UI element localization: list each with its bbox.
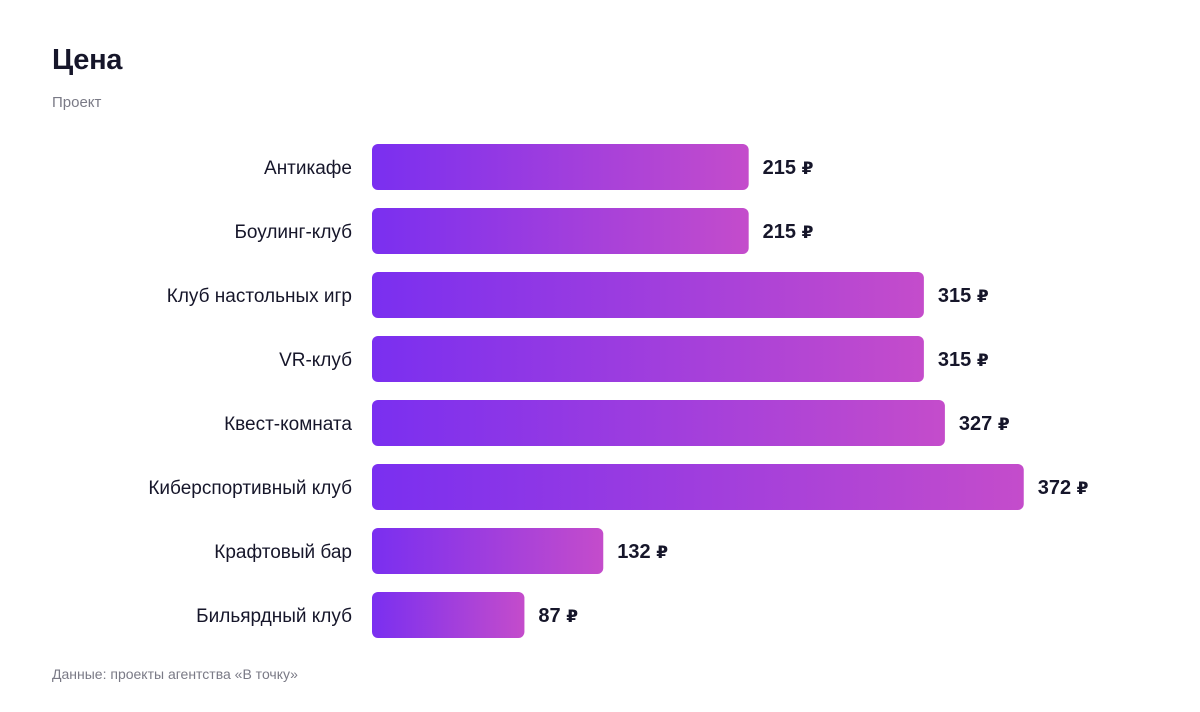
category-label: Антикафе [264,158,352,179]
bar [372,336,924,382]
chart-title: Цена [52,44,123,76]
value-label: 315 ₽ [938,349,989,371]
value-label: 215 ₽ [763,157,814,179]
category-label: Киберспортивный клуб [148,478,352,499]
category-label: Квест-комната [224,414,352,435]
bar [372,464,1024,510]
value-label: 327 ₽ [959,413,1010,435]
bar [372,272,924,318]
value-label: 372 ₽ [1038,477,1089,499]
bars-layer: Антикафе 215 ₽ Боулинг-клуб 215 ₽ Клуб насто… [148,144,1089,638]
bar [372,144,749,190]
value-label: 87 ₽ [538,605,578,627]
value-label: 215 ₽ [763,221,814,243]
category-label: Боулинг-клуб [234,222,352,243]
category-label: Клуб настольных игр [167,286,352,307]
chart-subtitle: Проект [52,94,102,111]
bar [372,400,945,446]
bar [372,592,525,638]
value-label: 132 ₽ [617,541,668,563]
bar [372,528,604,574]
category-label: Крафтовый бар [214,542,352,563]
value-label: 315 ₽ [938,285,989,307]
bar [372,208,749,254]
category-label: VR-клуб [279,350,352,371]
category-label: Бильярдный клуб [196,606,352,627]
source-note: Данные: проекты агентства «В точку» [52,666,298,682]
